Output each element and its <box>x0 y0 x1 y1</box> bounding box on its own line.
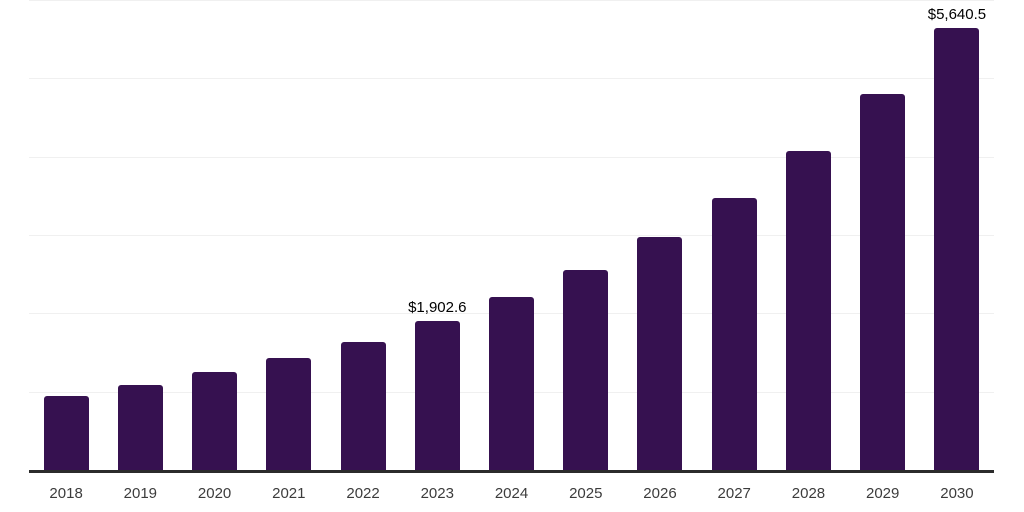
x-tick-2029: 2029 <box>866 485 900 502</box>
gridline-5000 <box>29 78 994 80</box>
x-tick-2019: 2019 <box>123 485 158 502</box>
bar-2025[interactable] <box>563 269 609 470</box>
bars-row: $1,902.6 $5,640.5 <box>29 0 994 470</box>
bar-2019[interactable] <box>117 385 163 470</box>
bar-slot-2028 <box>771 0 845 470</box>
bar-slot-2021 <box>252 0 326 470</box>
x-tick-2025: 2025 <box>569 485 603 502</box>
bar-slot-2029 <box>846 0 920 470</box>
bar-2029[interactable] <box>860 94 906 470</box>
bar-slot-2018 <box>29 0 103 470</box>
gridline-6000 <box>29 0 994 1</box>
bar-slot-2026 <box>623 0 697 470</box>
x-axis-line <box>29 470 994 473</box>
x-tick-2024: 2024 <box>494 485 529 502</box>
bar-2018[interactable] <box>43 395 89 470</box>
value-label-2030: $5,640.5 <box>927 6 987 24</box>
bar-slot-2024 <box>474 0 548 470</box>
bar-2022[interactable] <box>340 341 386 470</box>
gridline-4000 <box>29 156 994 158</box>
x-tick-2022: 2022 <box>346 485 380 502</box>
bar-slot-2027 <box>697 0 771 470</box>
x-tick-2030: 2030 <box>940 485 974 502</box>
value-label-2023: $1,902.6 <box>408 298 467 316</box>
bar-slot-2019 <box>103 0 177 470</box>
x-tick-2020: 2020 <box>197 485 232 502</box>
x-axis-labels: 2018 2019 2020 2021 2022 2023 2024 2025 2026 2027… <box>29 473 994 502</box>
bar-slot-2030: $5,640.5 <box>920 0 994 470</box>
bar-slot-2023: $1,902.6 <box>400 0 474 470</box>
x-tick-2018: 2018 <box>49 485 83 502</box>
x-tick-2021: 2021 <box>272 485 306 502</box>
bar-2021[interactable] <box>266 358 312 470</box>
bar-slot-2022 <box>326 0 400 470</box>
bar-2020[interactable] <box>192 371 238 470</box>
bar-slot-2025 <box>549 0 623 470</box>
x-tick-2023: 2023 <box>420 485 454 502</box>
bar-slot-2020 <box>177 0 251 470</box>
bar-2026[interactable] <box>637 236 683 470</box>
x-tick-2026: 2026 <box>643 485 677 502</box>
bar-2024[interactable] <box>489 297 535 470</box>
x-tick-2027: 2027 <box>717 485 751 502</box>
plot-area: $1,902.6 $5,640.5 <box>29 0 994 470</box>
gridline-3000 <box>29 235 994 236</box>
bar-2027[interactable] <box>711 198 757 470</box>
bar-2028[interactable] <box>785 150 831 470</box>
bar-2023[interactable] <box>414 320 460 470</box>
bar-2030[interactable] <box>934 28 980 470</box>
x-tick-2028: 2028 <box>791 485 826 502</box>
